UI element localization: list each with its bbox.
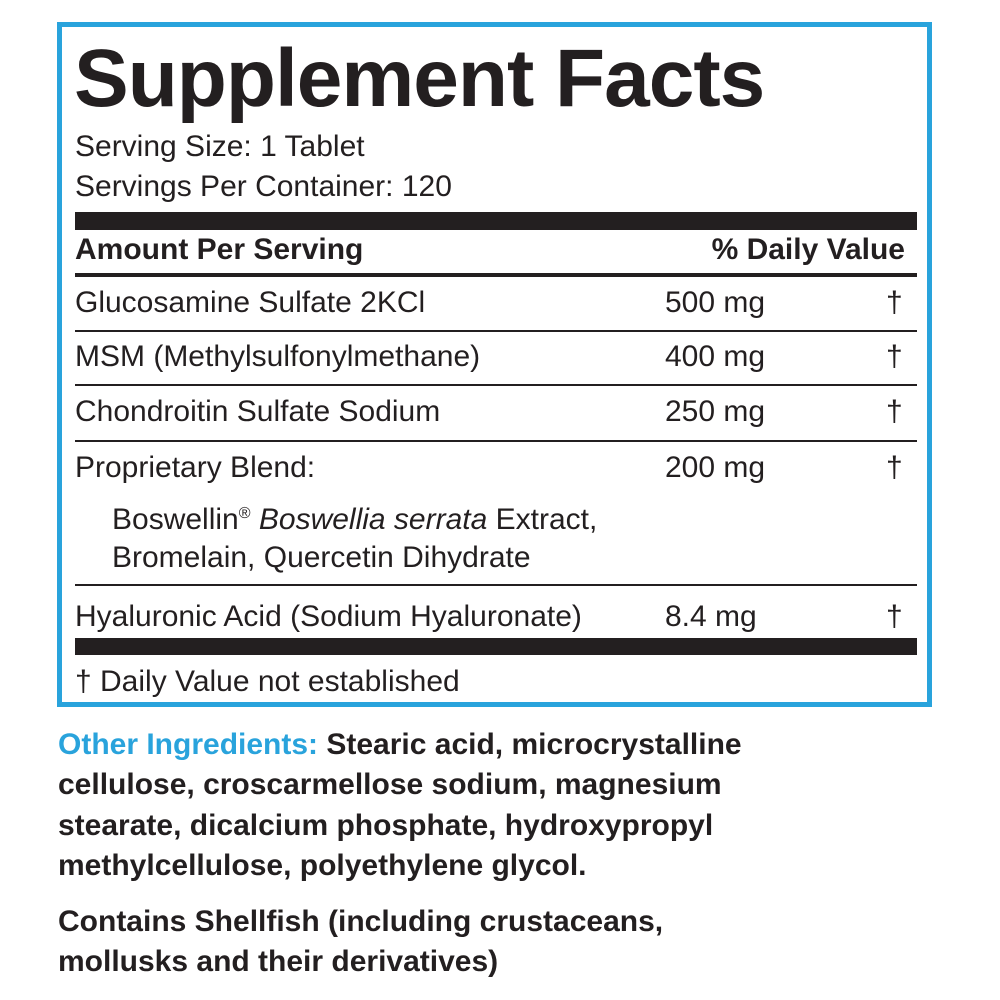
- ingredient-amount: 8.4 mg: [665, 600, 757, 633]
- servings-per-container: Servings Per Container: 120: [75, 170, 452, 203]
- rule: [75, 584, 917, 586]
- daily-value: †: [886, 340, 903, 373]
- ingredient-name: Glucosamine Sulfate 2KCl: [75, 286, 426, 319]
- rule: [75, 330, 917, 332]
- column-header: % Daily Value: [711, 233, 905, 266]
- daily-value: †: [886, 395, 903, 428]
- blend-part: ®: [238, 505, 251, 522]
- title: Supplement Facts: [74, 33, 765, 124]
- allergen-line: Contains Shellfish (including crustacean…: [58, 905, 664, 938]
- blend-part: Extract,: [495, 503, 598, 536]
- facts-panel: [57, 22, 932, 707]
- ingredient-amount: 400 mg: [665, 340, 766, 373]
- ingredient-amount: 200 mg: [665, 451, 766, 484]
- other-ingredients-line: methylcellulose, polyethylene glycol.: [58, 849, 587, 882]
- allergen-line: mollusks and their derivatives): [58, 945, 499, 978]
- other-ingredients-line: stearate, dicalcium phosphate, hydroxypr…: [58, 809, 714, 842]
- rule: [75, 273, 917, 277]
- blend-part: Bromelain, Quercetin Dihydrate: [112, 541, 531, 574]
- footnote: † Daily Value not established: [75, 665, 460, 698]
- ingredient-name: Proprietary Blend:: [75, 451, 316, 484]
- daily-value: †: [886, 286, 903, 319]
- ingredient-name: Hyaluronic Acid (Sodium Hyaluronate): [75, 600, 582, 633]
- ingredient-name: Chondroitin Sulfate Sodium: [75, 395, 441, 428]
- blend-part: Boswellin: [112, 503, 239, 536]
- other-ingredients-line: Stearic acid, microcrystalline: [326, 728, 742, 761]
- blend-line: Boswellin® Boswellia serrata Extract,: [112, 505, 597, 535]
- serving-size: Serving Size: 1 Tablet: [75, 130, 365, 163]
- other-ingredients-line: cellulose, croscarmellose sodium, magnes…: [58, 768, 722, 801]
- thick-rule: [75, 212, 917, 230]
- daily-value: †: [886, 600, 903, 633]
- daily-value: †: [886, 451, 903, 484]
- rule: [75, 384, 917, 386]
- thick-rule: [75, 638, 917, 655]
- other-ingredients-label: Other Ingredients:: [58, 728, 319, 761]
- ingredient-amount: 500 mg: [665, 286, 766, 319]
- column-header: Amount Per Serving: [75, 233, 364, 266]
- ingredient-name: MSM (Methylsulfonylmethane): [75, 340, 481, 373]
- ingredient-amount: 250 mg: [665, 395, 766, 428]
- other-ingredients: Other Ingredients: Stearic acid, microcr…: [58, 730, 742, 760]
- rule: [75, 440, 917, 442]
- blend-part: Boswellia serrata: [258, 503, 488, 536]
